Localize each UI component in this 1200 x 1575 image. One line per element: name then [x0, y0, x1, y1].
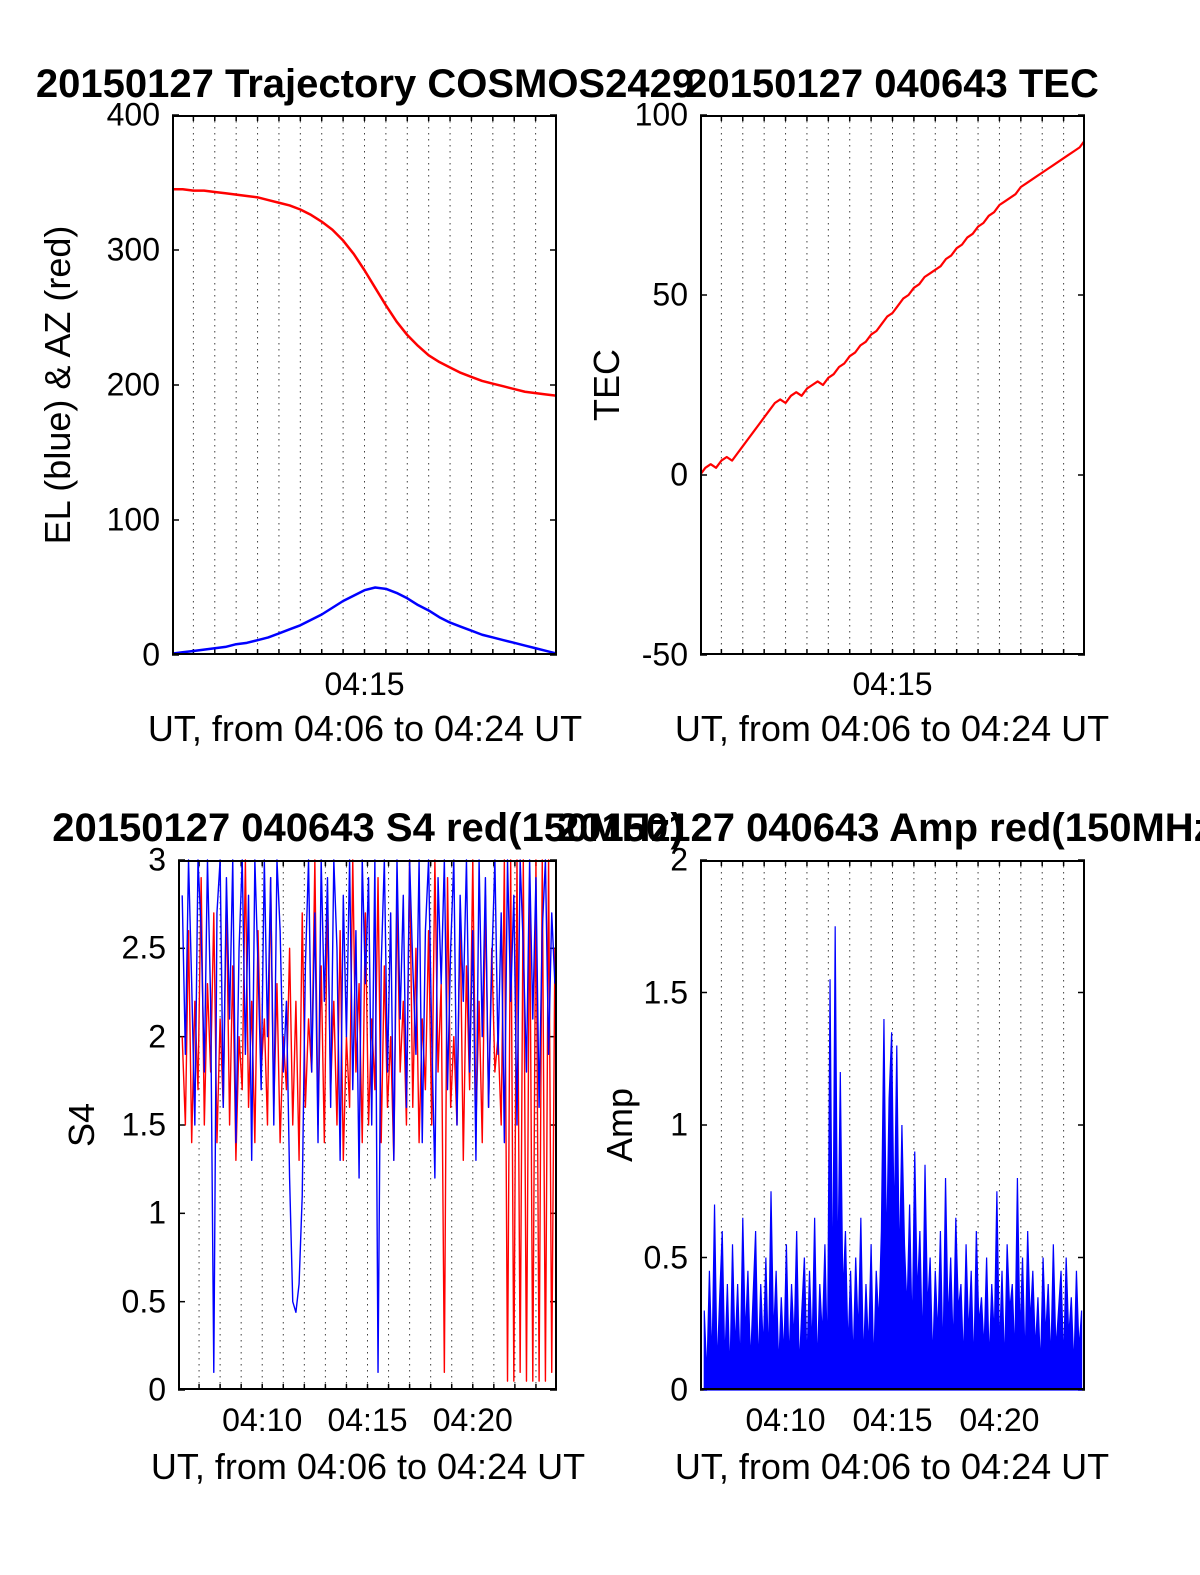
s4-y-tick-label: 0.5 [121, 1283, 166, 1320]
trajectory-y-tick-label: 300 [106, 231, 160, 268]
amp-plot-area [700, 859, 1085, 1391]
axes-box [700, 115, 1085, 655]
tec-line-series [700, 139, 1085, 476]
amp-title: 20150127 040643 Amp red(150MHz) [556, 806, 1200, 850]
s4-y-tick-label: 2 [148, 1018, 166, 1055]
amp-ylabel: Amp [599, 1087, 640, 1163]
trajectory-title: 20150127 Trajectory COSMOS2429 [35, 62, 695, 106]
amp-y-tick-label: 2 [670, 841, 688, 878]
s4-y-tick-label: 3 [148, 841, 166, 878]
tec-title: 20150127 040643 TEC [685, 62, 1099, 106]
s4-red-series [181, 859, 556, 1382]
tec-y-tick-label: 50 [652, 276, 688, 313]
amp-line-series [703, 926, 1083, 1391]
tec-y-tick-label: -50 [641, 636, 688, 673]
amp-y-tick-label: 1 [670, 1106, 688, 1143]
trajectory-y-tick-label: 200 [106, 366, 160, 403]
s4-title: 20150127 040643 S4 red(150MHz) [52, 806, 684, 850]
amp-x-tick-label: 04:10 [745, 1402, 826, 1438]
amp-y-tick-label: 0 [670, 1371, 688, 1408]
s4-ylabel: S4 [61, 1102, 102, 1148]
trajectory-y-tick-label: 0 [142, 636, 160, 673]
trajectory-ylabel: EL (blue) & AZ (red) [37, 225, 78, 545]
s4-x-tick-label: 04:10 [222, 1402, 303, 1438]
trajectory-x-tick-label: 04:15 [324, 666, 405, 702]
trajectory-y-tick-label: 400 [106, 96, 160, 133]
s4-blue-series [181, 859, 556, 1374]
tec-x-tick-label: 04:15 [852, 666, 933, 702]
s4-x-tick-label: 04:15 [327, 1402, 408, 1438]
s4-y-tick-label: 2.5 [121, 929, 166, 966]
trajectory-xlabel: UT, from 04:06 to 04:24 UT [147, 708, 583, 749]
axes-box [178, 860, 557, 1390]
s4-y-tick-label: 1 [148, 1194, 166, 1231]
tec-xlabel: UT, from 04:06 to 04:24 UT [674, 708, 1110, 749]
amp-y-tick-label: 1.5 [643, 974, 688, 1010]
az-series [172, 188, 557, 398]
trajectory-y-tick-label: 100 [106, 501, 160, 538]
amp-x-tick-label: 04:20 [959, 1402, 1040, 1438]
s4-y-tick-label: 0 [148, 1371, 166, 1408]
amp-y-tick-label: 0.5 [643, 1239, 688, 1275]
tec-y-tick-label: 0 [670, 456, 688, 493]
tec-ylabel: TEC [586, 349, 627, 421]
axes-box [700, 860, 1085, 1390]
trajectory-plot-area [172, 114, 557, 656]
amp-x-tick-label: 04:15 [852, 1402, 933, 1438]
amp-xlabel: UT, from 04:06 to 04:24 UT [674, 1446, 1110, 1487]
s4-x-tick-label: 04:20 [432, 1402, 513, 1438]
tec-y-tick-label: 100 [634, 96, 688, 133]
s4-xlabel: UT, from 04:06 to 04:24 UT [150, 1446, 586, 1487]
s4-plot-area [178, 859, 557, 1391]
el-series [172, 586, 557, 655]
s4-y-tick-label: 1.5 [121, 1106, 166, 1143]
tec-plot-area [700, 114, 1085, 656]
axes-box [172, 115, 557, 655]
